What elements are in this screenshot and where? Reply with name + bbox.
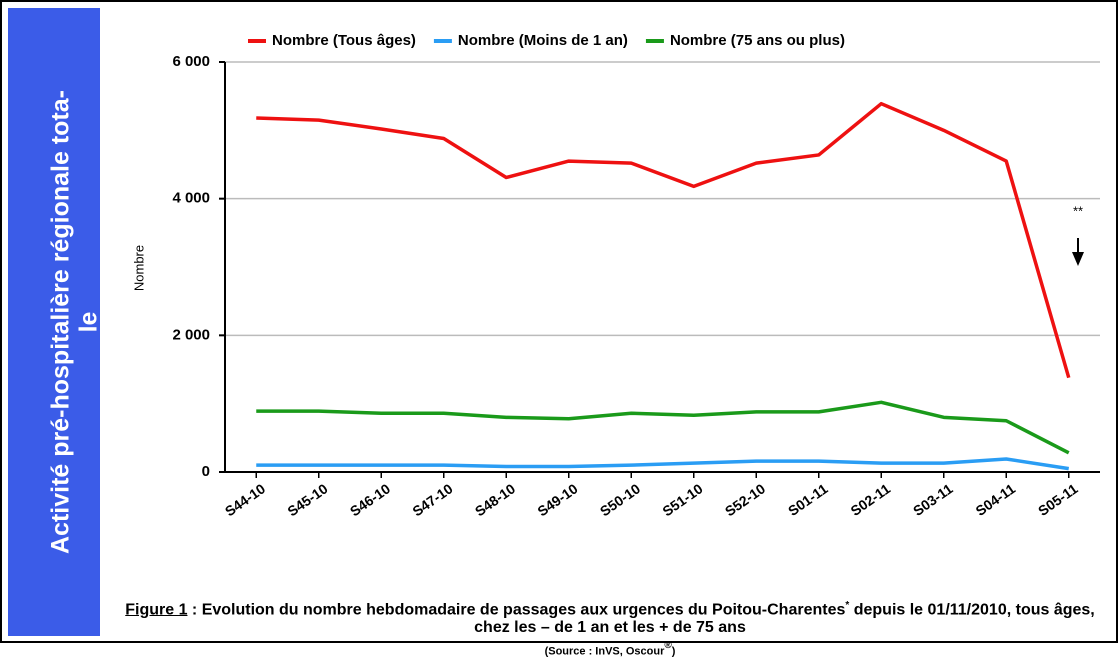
annotation: ** <box>1073 203 1083 218</box>
frame <box>0 0 1118 643</box>
x-tick-label: S47-10 <box>409 480 455 519</box>
caption: Figure 1 : Evolution du nombre hebdomada… <box>110 597 1110 660</box>
x-tick-label: S45-10 <box>284 480 330 519</box>
sidebar-title: Activité pré-hospitalière régionale tota… <box>47 90 75 554</box>
y-tick-label: 6 000 <box>172 53 210 70</box>
x-tick-label: S51-10 <box>659 480 705 519</box>
series-line <box>256 400 1070 455</box>
y-tick-label: 0 <box>202 463 210 480</box>
x-tick-label: S50-10 <box>597 480 643 519</box>
y-tick-label: 4 000 <box>172 190 210 207</box>
x-tick-label: S48-10 <box>472 480 518 519</box>
chart: Activité pré-hospitalière régionale tota… <box>0 0 1118 643</box>
x-tick-label: S04-11 <box>973 480 1019 519</box>
x-tick-label: S05-11 <box>1035 480 1081 519</box>
sidebar-title: le <box>75 311 103 332</box>
x-tick-label: S46-10 <box>347 480 393 519</box>
annotation-arrow-head <box>1072 252 1084 266</box>
sidebar <box>8 8 100 636</box>
x-tick-label: S02-11 <box>848 480 894 519</box>
caption-reg: ® <box>664 640 672 652</box>
caption-text: : Evolution du nombre hebdomadaire de pa… <box>187 601 846 619</box>
x-tick-label: S01-11 <box>785 480 831 519</box>
x-tick-label: S49-10 <box>534 480 580 519</box>
caption-star: * <box>845 600 850 611</box>
caption-source: ) <box>671 645 676 658</box>
x-tick-label: S03-11 <box>910 480 956 519</box>
caption-text: depuis le 01/11/2010, tous âges, chez le… <box>474 601 1095 637</box>
legend-label: Nombre (75 ans ou plus) <box>670 32 845 49</box>
series-line <box>256 457 1070 471</box>
y-tick-label: 2 000 <box>172 326 210 343</box>
y-axis-label: Nombre <box>131 245 146 291</box>
series-line <box>256 101 1071 379</box>
legend-label: Nombre (Moins de 1 an) <box>458 32 628 49</box>
x-tick-label: S52-10 <box>722 480 768 519</box>
caption-source: (Source : InVS, Oscour <box>544 645 665 658</box>
caption-figure: Figure 1 <box>125 601 188 619</box>
x-tick-label: S44-10 <box>222 480 268 519</box>
legend-label: Nombre (Tous âges) <box>272 32 416 49</box>
